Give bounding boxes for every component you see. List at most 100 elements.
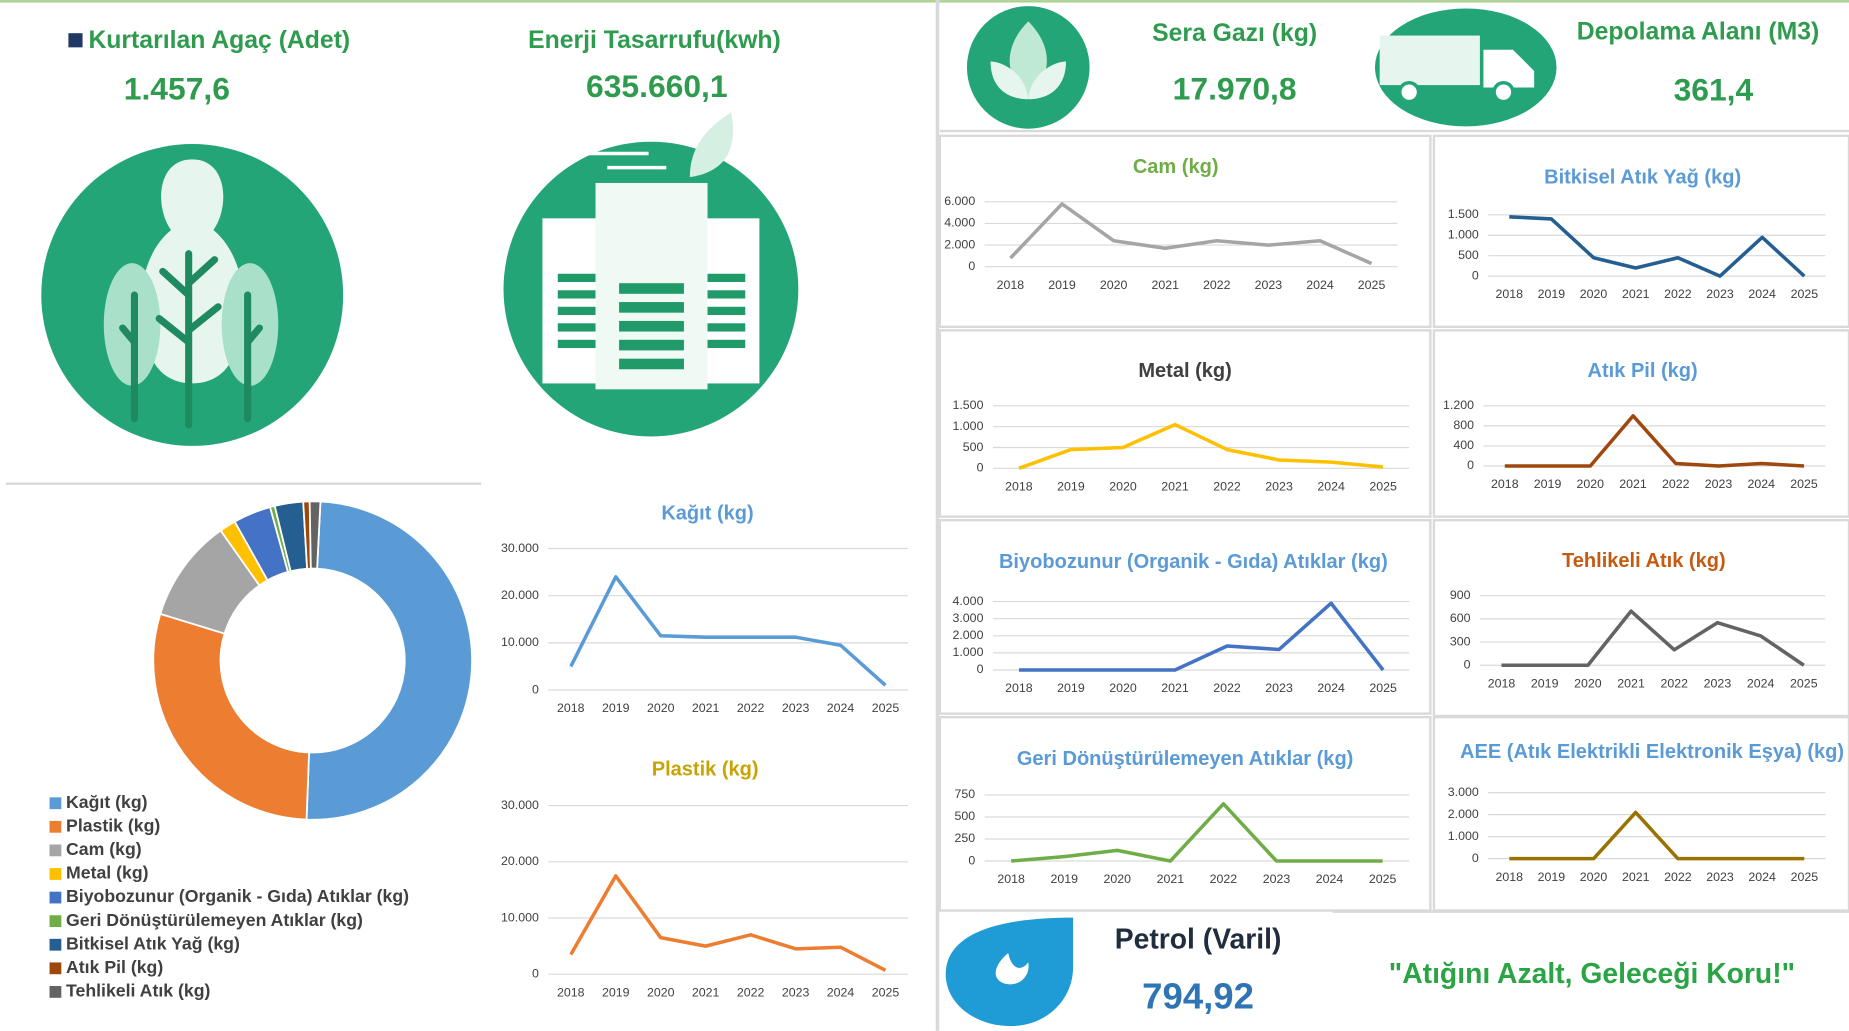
leaf-icon [967, 6, 1090, 129]
slogan: "Atığını Azalt, Geleceği Koru!" [1389, 957, 1795, 989]
legend-swatch [50, 821, 62, 833]
y-tick-label: 500 [963, 440, 984, 454]
kpi-label: Petrol (Varil) [1115, 923, 1282, 955]
x-tick-label: 2018 [997, 872, 1025, 886]
x-tick-label: 2022 [1210, 872, 1238, 886]
x-tick-label: 2021 [1161, 681, 1189, 695]
chart-title: AEE (Atık Elektrikli Elektronik Eşya) (k… [1460, 741, 1844, 763]
x-tick-label: 2019 [1531, 676, 1559, 690]
y-tick-label: 1.000 [1448, 228, 1479, 242]
x-tick-label: 2021 [692, 701, 720, 715]
y-tick-label: 500 [955, 809, 976, 823]
y-tick-label: 2.000 [952, 628, 983, 642]
x-tick-label: 2023 [782, 985, 810, 999]
x-tick-label: 2022 [1660, 676, 1688, 690]
x-tick-label: 2018 [1495, 287, 1523, 301]
x-tick-label: 2018 [997, 278, 1025, 292]
y-tick-label: 2.000 [1448, 807, 1479, 821]
kpi-label: Depolama Alanı (M3) [1577, 19, 1819, 46]
y-tick-label: 20.000 [501, 854, 539, 868]
x-tick-label: 2019 [1048, 278, 1076, 292]
x-tick-label: 2023 [1706, 870, 1734, 884]
y-tick-label: 0 [968, 853, 975, 867]
x-tick-label: 2019 [1050, 872, 1078, 886]
y-tick-label: 0 [968, 259, 975, 273]
x-tick-label: 2022 [737, 701, 765, 715]
legend-label: Plastik (kg) [66, 815, 160, 835]
x-tick-label: 2023 [1265, 681, 1293, 695]
x-tick-label: 2021 [692, 985, 720, 999]
tree-icon [41, 144, 343, 446]
chart-title: Kağıt (kg) [661, 503, 753, 525]
legend-label: Atık Pil (kg) [66, 957, 163, 977]
x-tick-label: 2018 [557, 701, 585, 715]
kpi-value: 635.660,1 [586, 68, 728, 104]
x-tick-label: 2022 [1662, 477, 1690, 491]
legend-label: Metal (kg) [66, 863, 148, 883]
y-tick-label: 0 [1464, 658, 1471, 672]
legend-swatch [50, 844, 62, 856]
x-tick-label: 2019 [1057, 479, 1085, 493]
y-tick-label: 300 [1450, 634, 1471, 648]
legend-label: Tehlikeli Atık (kg) [66, 981, 210, 1001]
x-tick-label: 2024 [1316, 872, 1344, 886]
x-tick-label: 2020 [1104, 872, 1132, 886]
x-tick-label: 2025 [1791, 287, 1819, 301]
kpi-label: Enerji Tasarrufu(kwh) [528, 27, 781, 54]
x-tick-label: 2025 [1358, 278, 1386, 292]
y-tick-label: 1.200 [1443, 398, 1474, 412]
y-tick-label: 0 [977, 461, 984, 475]
y-tick-label: 800 [1453, 418, 1474, 432]
x-tick-label: 2022 [737, 985, 765, 999]
x-tick-label: 2020 [647, 701, 675, 715]
kpi-value: 1.457,6 [124, 70, 230, 106]
y-tick-label: 10.000 [501, 910, 539, 924]
legend-swatch [68, 33, 82, 47]
y-tick-label: 0 [977, 662, 984, 676]
x-tick-label: 2018 [1005, 681, 1033, 695]
x-tick-label: 2019 [602, 985, 630, 999]
x-tick-label: 2018 [1005, 479, 1033, 493]
y-tick-label: 1.000 [952, 645, 983, 659]
y-tick-label: 1.500 [952, 398, 983, 412]
x-tick-label: 2020 [1109, 681, 1137, 695]
x-tick-label: 2025 [1790, 676, 1818, 690]
x-tick-label: 2021 [1619, 477, 1647, 491]
legend-label: Kağıt (kg) [66, 792, 147, 812]
x-tick-label: 2025 [1369, 681, 1397, 695]
x-tick-label: 2019 [1538, 287, 1566, 301]
x-tick-label: 2025 [1369, 479, 1397, 493]
y-tick-label: 1.000 [1448, 829, 1479, 843]
y-tick-label: 500 [1458, 248, 1479, 262]
kpi-label: Sera Gazı (kg) [1152, 20, 1317, 47]
x-tick-label: 2022 [1213, 681, 1241, 695]
y-tick-label: 4.000 [952, 594, 983, 608]
legend-swatch [50, 892, 62, 904]
x-tick-label: 2024 [1317, 681, 1345, 695]
x-tick-label: 2023 [1265, 479, 1293, 493]
x-tick-label: 2021 [1622, 870, 1650, 884]
x-tick-label: 2023 [1255, 278, 1283, 292]
legend-label: Biyobozunur (Organik - Gıda) Atıklar (kg… [66, 886, 409, 906]
x-tick-label: 2023 [782, 701, 810, 715]
y-tick-label: 3.000 [952, 611, 983, 625]
y-tick-label: 0 [1467, 458, 1474, 472]
legend-swatch [50, 962, 62, 974]
x-tick-label: 2023 [1263, 872, 1291, 886]
x-tick-label: 2021 [1151, 278, 1179, 292]
x-tick-label: 2024 [1747, 676, 1775, 690]
x-tick-label: 2019 [1534, 477, 1562, 491]
y-tick-label: 6.000 [944, 194, 975, 208]
x-tick-label: 2021 [1622, 287, 1650, 301]
x-tick-label: 2025 [872, 985, 900, 999]
y-tick-label: 30.000 [501, 541, 539, 555]
kpi-value: 794,92 [1142, 976, 1254, 1017]
chart-title: Bitkisel Atık Yağ (kg) [1544, 167, 1741, 189]
kpi-value: 361,4 [1674, 72, 1754, 108]
chart-title: Atık Pil (kg) [1588, 360, 1698, 382]
y-tick-label: 30.000 [501, 798, 539, 812]
x-tick-label: 2022 [1664, 287, 1692, 301]
legend-swatch [50, 915, 62, 927]
y-tick-label: 4.000 [944, 216, 975, 230]
y-tick-label: 400 [1453, 438, 1474, 452]
